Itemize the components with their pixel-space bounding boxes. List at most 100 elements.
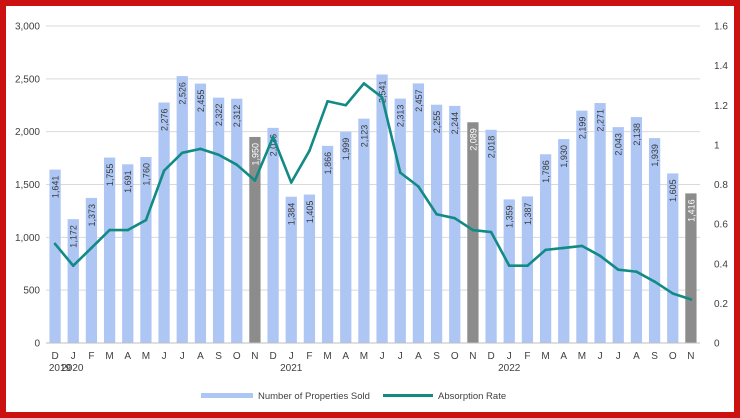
- x-tick-label: J: [289, 351, 294, 362]
- absorption-rate-point: [108, 228, 111, 232]
- bar: [558, 139, 570, 343]
- x-tick-label: S: [433, 351, 440, 362]
- absorption-rate-point: [471, 228, 475, 232]
- bar: [503, 199, 515, 343]
- bar: [412, 83, 425, 343]
- absorption-rate-point: [562, 246, 566, 250]
- absorption-rate-point: [308, 149, 311, 153]
- x-tick-label: M: [323, 351, 331, 362]
- y-right-tick-label: 0: [714, 339, 720, 350]
- legend-label-properties-sold: Number of Properties Sold: [258, 391, 370, 402]
- x-tick-label: N: [469, 351, 476, 362]
- y-left-tick-label: 0: [34, 339, 40, 350]
- bar-value-label: 1,930: [559, 145, 569, 168]
- x-tick-label: A: [124, 351, 131, 362]
- bar-value-label: 1,866: [323, 152, 333, 175]
- grid-lines: [46, 25, 700, 344]
- absorption-rate-point: [326, 99, 329, 103]
- bar-value-label: 1,760: [141, 163, 151, 186]
- bar-value-label: 1,939: [650, 144, 660, 167]
- bar-value-label: 1,691: [123, 170, 133, 193]
- x-tick-label: M: [578, 351, 586, 362]
- x-tick-label: S: [215, 351, 222, 362]
- bar: [630, 117, 643, 344]
- x-tick-label: J: [507, 351, 512, 362]
- bar: [122, 164, 134, 343]
- x-tick-label: J: [598, 351, 603, 362]
- bar-value-label: 2,313: [396, 105, 406, 128]
- x-tick-label: D: [487, 351, 494, 362]
- bar-value-label: 2,541: [378, 81, 388, 104]
- y-right-tick-label: 0.4: [714, 259, 728, 270]
- bar: [49, 169, 61, 343]
- absorption-rate-point: [253, 179, 257, 182]
- x-tick-label: A: [560, 351, 567, 362]
- bar: [158, 102, 170, 343]
- legend: Number of Properties Sold Absorption Rat…: [201, 391, 506, 402]
- x-tick-label: O: [233, 351, 241, 362]
- bar: [85, 197, 98, 343]
- absorption-rate-point: [199, 147, 202, 151]
- x-tick-label: N: [251, 351, 258, 362]
- x-tick-label: A: [197, 351, 204, 362]
- x-tick-label: F: [524, 351, 530, 362]
- x-tick-label: M: [105, 351, 113, 362]
- bar-value-label: 1,359: [505, 205, 515, 228]
- bar-value-label: 2,199: [577, 117, 587, 140]
- bar-highlighted: [249, 136, 261, 343]
- y-right-tick-label: 0.2: [714, 299, 728, 310]
- bar-value-label: 2,526: [178, 82, 188, 105]
- x-tick-label: F: [88, 351, 94, 362]
- bar: [485, 129, 497, 343]
- absorption-rate-point: [580, 244, 584, 248]
- bar-value-label: 1,786: [541, 160, 551, 183]
- x-tick-label: S: [651, 351, 658, 362]
- bar: [594, 103, 606, 343]
- bar-value-label: 2,457: [414, 89, 424, 112]
- absorption-rate-point: [217, 153, 220, 157]
- bar-value-label: 1,950: [250, 143, 260, 166]
- x-tick-label: F: [306, 351, 312, 362]
- absorption-rate-point: [71, 264, 75, 268]
- x-tick-label: M: [360, 351, 368, 362]
- x-tick-label: J: [162, 351, 167, 362]
- bar: [358, 118, 370, 343]
- x-tick-label: J: [616, 351, 621, 362]
- absorption-rate-point: [126, 228, 130, 232]
- bar-value-label: 2,036: [269, 134, 279, 157]
- bar: [267, 127, 279, 343]
- x-tick-label: J: [380, 351, 385, 362]
- absorption-rate-point: [435, 212, 438, 216]
- bar: [667, 173, 679, 343]
- bar-value-label: 1,755: [105, 164, 115, 187]
- absorption-rate-point: [635, 270, 638, 273]
- bar: [103, 157, 116, 343]
- absorption-rate-point: [235, 163, 239, 166]
- bar: [67, 219, 79, 343]
- absorption-rate-point: [489, 230, 493, 234]
- absorption-rate-point: [180, 151, 184, 155]
- x-tick-label: D: [51, 351, 58, 362]
- y-left-tick-label: 3,000: [15, 22, 40, 33]
- absorption-rate-point: [653, 280, 656, 283]
- absorption-rate-point: [616, 268, 620, 271]
- bar-value-label: 1,405: [305, 201, 315, 224]
- bar-value-label: 2,312: [232, 105, 242, 128]
- bar: [212, 97, 225, 343]
- absorption-rate-point: [162, 169, 166, 172]
- absorption-rate-point: [417, 185, 420, 188]
- x-tick-label: A: [633, 351, 640, 362]
- bar-highlighted: [467, 122, 479, 344]
- y-right-tick-label: 0.6: [714, 220, 728, 231]
- bar: [321, 145, 334, 343]
- bar: [340, 131, 352, 343]
- x-tick-label: A: [415, 351, 422, 362]
- absorption-rate-point: [144, 218, 148, 222]
- bar-value-label: 2,018: [487, 136, 497, 159]
- y-left-tick-label: 1,500: [15, 180, 40, 191]
- absorption-rate-point: [53, 242, 57, 246]
- axes: 0 500 1,000 1,500 2,000 2,500 3,000 0 0.2 0.4 0.6 0…: [15, 22, 728, 375]
- bar-value-label: 1,416: [686, 199, 696, 222]
- bar-value-label: 2,043: [614, 133, 624, 156]
- bar: [140, 157, 152, 343]
